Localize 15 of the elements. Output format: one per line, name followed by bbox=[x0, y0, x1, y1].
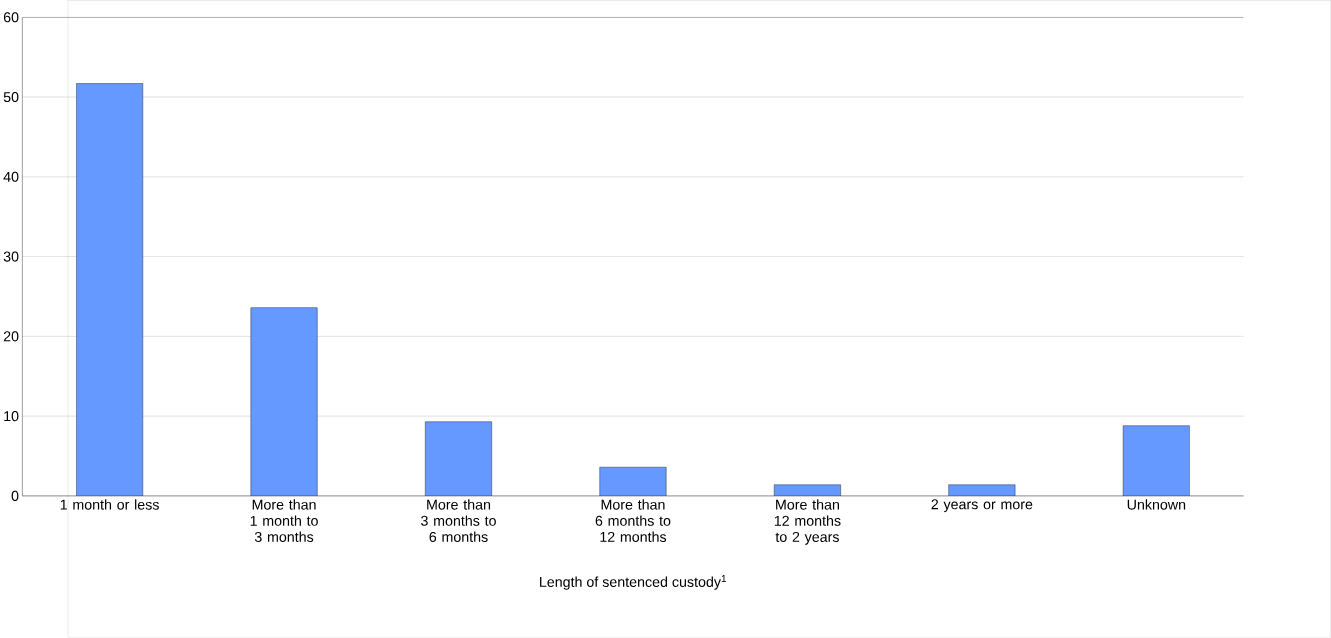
y-tick-label: 10 bbox=[4, 411, 19, 422]
x-tick-label: More than 1 month to 3 months bbox=[250, 499, 318, 543]
y-tick-label: 20 bbox=[3, 331, 19, 342]
y-tick-label: 30 bbox=[3, 251, 19, 262]
y-tick-label: 60 bbox=[3, 12, 19, 23]
y-tick-label: 50 bbox=[3, 92, 19, 103]
x-tick-label: 2 years or more bbox=[931, 499, 1033, 513]
x-tick-label: More than 6 months to 12 months bbox=[595, 499, 671, 543]
x-tick-label: More than 12 months to 2 years bbox=[774, 499, 841, 545]
x-tick-label: Unknown bbox=[1127, 499, 1186, 510]
x-tick-label: 1 month or less bbox=[60, 499, 159, 510]
x-axis-title: Length of sentenced custody$^{1}$ bbox=[540, 575, 727, 590]
x-tick-label: More than 3 months to 6 months bbox=[421, 499, 496, 543]
y-tick-label: 40 bbox=[3, 171, 19, 183]
y-tick-label: 0 bbox=[11, 491, 19, 502]
